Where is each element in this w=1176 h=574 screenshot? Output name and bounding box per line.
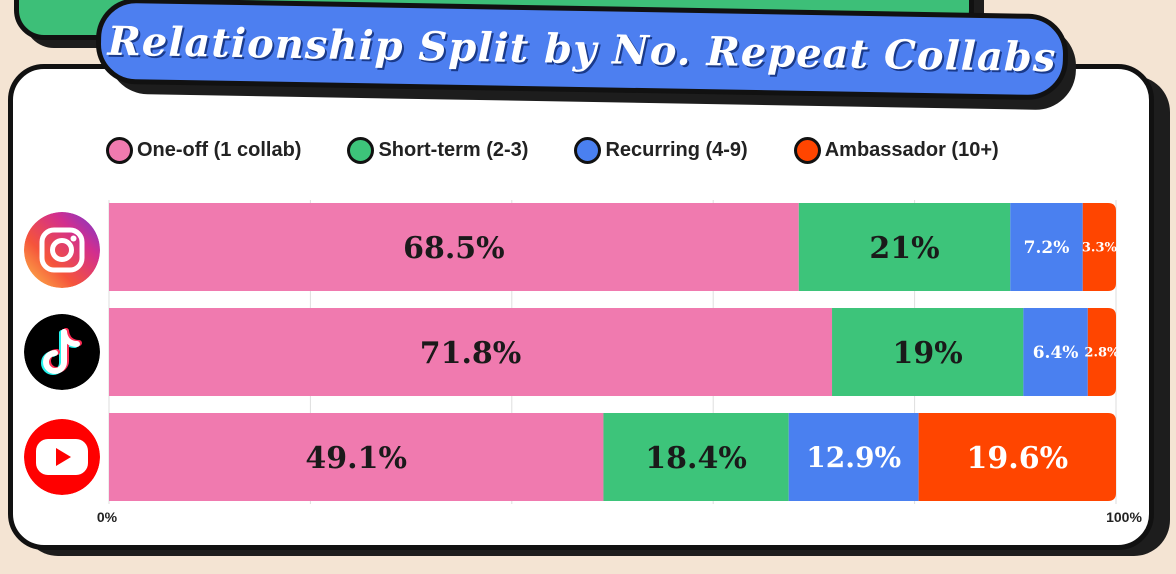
legend-label-one-off: One-off (1 collab) bbox=[137, 139, 302, 161]
x-tick-label: 100% bbox=[1106, 509, 1142, 525]
data-label: 18.4% bbox=[645, 441, 747, 476]
data-label: 19.6% bbox=[967, 441, 1069, 476]
bar-segment bbox=[1082, 203, 1116, 291]
data-label: 6.4% bbox=[1033, 343, 1079, 363]
data-label: 2.8% bbox=[1084, 346, 1120, 361]
bar-segment bbox=[1010, 203, 1083, 291]
legend-swatch-ambassador bbox=[793, 137, 821, 164]
bar-segment bbox=[832, 308, 1024, 396]
legend-swatch-recurring bbox=[574, 137, 602, 164]
bar-segment bbox=[798, 203, 1011, 291]
legend: One-off (1 collab) Short-term (2-3) Recu… bbox=[106, 137, 999, 164]
youtube-icon bbox=[24, 419, 100, 495]
legend-item-short-term: Short-term (2-3) bbox=[347, 137, 528, 164]
legend-swatch-short-term bbox=[347, 137, 375, 164]
legend-label-short-term: Short-term (2-3) bbox=[378, 139, 529, 161]
legend-item-ambassador: Ambassador (10+) bbox=[793, 137, 999, 164]
bar-segment bbox=[109, 308, 833, 396]
tiktok-icon bbox=[24, 314, 100, 390]
data-label: 19% bbox=[893, 336, 963, 371]
data-label: 49.1% bbox=[305, 441, 407, 476]
data-label: 71.8% bbox=[420, 336, 522, 371]
data-label: 21% bbox=[869, 231, 939, 266]
legend-item-recurring: Recurring (4-9) bbox=[574, 137, 748, 164]
legend-label-ambassador: Ambassador (10+) bbox=[824, 139, 999, 161]
bar-segment bbox=[109, 203, 799, 291]
data-label: 12.9% bbox=[806, 441, 901, 474]
x-tick-label: 0% bbox=[97, 509, 118, 525]
bar-segment bbox=[918, 413, 1116, 501]
bar-segment bbox=[788, 413, 919, 501]
data-label: 7.2% bbox=[1024, 238, 1070, 258]
data-label: 3.3% bbox=[1082, 241, 1118, 256]
legend-item-one-off: One-off (1 collab) bbox=[106, 137, 301, 164]
instagram-icon bbox=[24, 212, 100, 288]
data-label: 68.5% bbox=[403, 231, 505, 266]
bar-segment bbox=[1023, 308, 1088, 396]
legend-swatch-one-off bbox=[106, 137, 133, 164]
bar-segment bbox=[1087, 308, 1116, 396]
bar-segment bbox=[603, 413, 789, 501]
bar-segment bbox=[109, 413, 604, 501]
legend-label-recurring: Recurring (4-9) bbox=[605, 139, 748, 161]
